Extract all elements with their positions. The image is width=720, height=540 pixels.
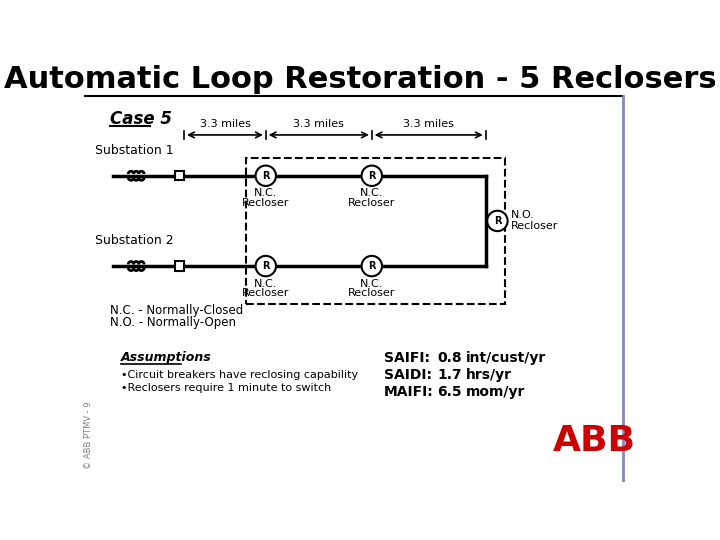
Text: 0.8: 0.8: [437, 351, 462, 365]
Text: N.C.: N.C.: [254, 188, 277, 198]
Text: Substation 1: Substation 1: [94, 144, 174, 157]
Text: Recloser: Recloser: [242, 288, 289, 298]
Circle shape: [487, 211, 508, 231]
Circle shape: [256, 166, 276, 186]
Text: SAIFI:: SAIFI:: [384, 351, 430, 365]
Text: N.O.: N.O.: [510, 211, 535, 220]
Text: © ABB PTMV - 9: © ABB PTMV - 9: [84, 401, 93, 469]
Text: 3.3 miles: 3.3 miles: [293, 119, 344, 129]
Text: Recloser: Recloser: [348, 288, 395, 298]
Text: 6.5: 6.5: [437, 386, 462, 400]
Text: Assumptions: Assumptions: [120, 352, 211, 365]
Text: •Circuit breakers have reclosing capability: •Circuit breakers have reclosing capabil…: [120, 370, 358, 380]
Text: R: R: [368, 171, 376, 181]
Text: N.C.: N.C.: [360, 279, 384, 289]
Bar: [246, 159, 505, 304]
Circle shape: [361, 166, 382, 186]
Text: N.C. - Normally-Closed: N.C. - Normally-Closed: [110, 305, 243, 318]
Bar: [175, 261, 184, 271]
Text: Case 5: Case 5: [110, 110, 172, 128]
Text: int/cust/yr: int/cust/yr: [466, 351, 546, 365]
Text: 1.7: 1.7: [437, 368, 462, 382]
Text: R: R: [262, 261, 269, 271]
Circle shape: [256, 256, 276, 276]
Text: 3.3 miles: 3.3 miles: [199, 119, 251, 129]
Text: N.C.: N.C.: [254, 279, 277, 289]
Text: Recloser: Recloser: [242, 198, 289, 208]
Text: mom/yr: mom/yr: [466, 386, 526, 400]
Text: R: R: [494, 216, 501, 226]
Text: hrs/yr: hrs/yr: [466, 368, 512, 382]
Text: SAIDI:: SAIDI:: [384, 368, 431, 382]
Text: •Reclosers require 1 minute to switch: •Reclosers require 1 minute to switch: [120, 383, 330, 393]
Text: N.C.: N.C.: [360, 188, 384, 198]
Text: Recloser: Recloser: [510, 221, 558, 232]
Text: Substation 2: Substation 2: [94, 234, 174, 247]
Text: ABB: ABB: [552, 424, 636, 458]
Text: 3.3 miles: 3.3 miles: [403, 119, 454, 129]
Text: Automatic Loop Restoration - 5 Reclosers: Automatic Loop Restoration - 5 Reclosers: [4, 65, 716, 94]
Text: Recloser: Recloser: [348, 198, 395, 208]
Circle shape: [361, 256, 382, 276]
Bar: [175, 171, 184, 180]
Text: N.O. - Normally-Open: N.O. - Normally-Open: [110, 316, 236, 329]
Text: MAIFI:: MAIFI:: [384, 386, 433, 400]
Text: R: R: [262, 171, 269, 181]
Text: R: R: [368, 261, 376, 271]
